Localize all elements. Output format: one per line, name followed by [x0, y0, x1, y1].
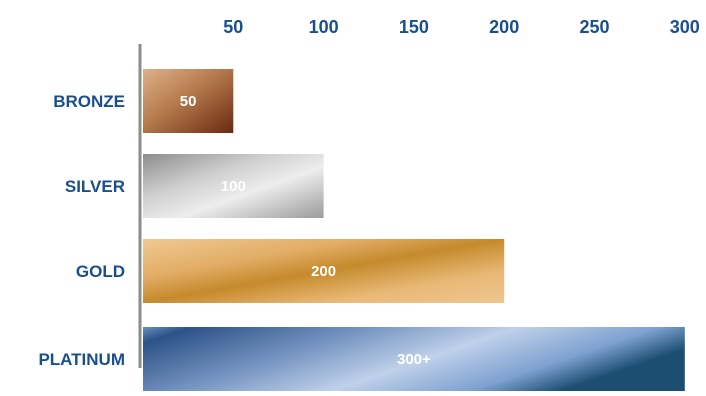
x-tick-label-50: 50	[223, 17, 243, 37]
bar-platinum	[143, 327, 685, 391]
x-tick-label-250: 250	[579, 17, 609, 37]
category-label-gold: GOLD	[76, 262, 125, 281]
x-tick-label-300: 300	[670, 17, 700, 37]
data-label-platinum: 300+	[397, 351, 431, 368]
x-tick-label-200: 200	[489, 17, 519, 37]
data-label-gold: 200	[311, 263, 336, 280]
x-tick-label-100: 100	[309, 17, 339, 37]
category-axis-labels: BRONZE SILVER GOLD PLATINUM	[38, 92, 125, 369]
bar-gold	[143, 239, 505, 303]
x-tick-label-150: 150	[399, 17, 429, 37]
category-label-silver: SILVER	[65, 177, 125, 196]
data-label-silver: 100	[221, 178, 246, 195]
category-label-bronze: BRONZE	[53, 92, 125, 111]
category-label-platinum: PLATINUM	[38, 350, 125, 369]
data-label-bronze: 50	[180, 93, 197, 110]
bar-bronze	[143, 69, 234, 133]
x-axis-ticks: 50 100 150 200 250 300	[223, 17, 700, 37]
bars: 50 100 200 300+	[143, 69, 685, 391]
bar-silver	[143, 154, 324, 218]
